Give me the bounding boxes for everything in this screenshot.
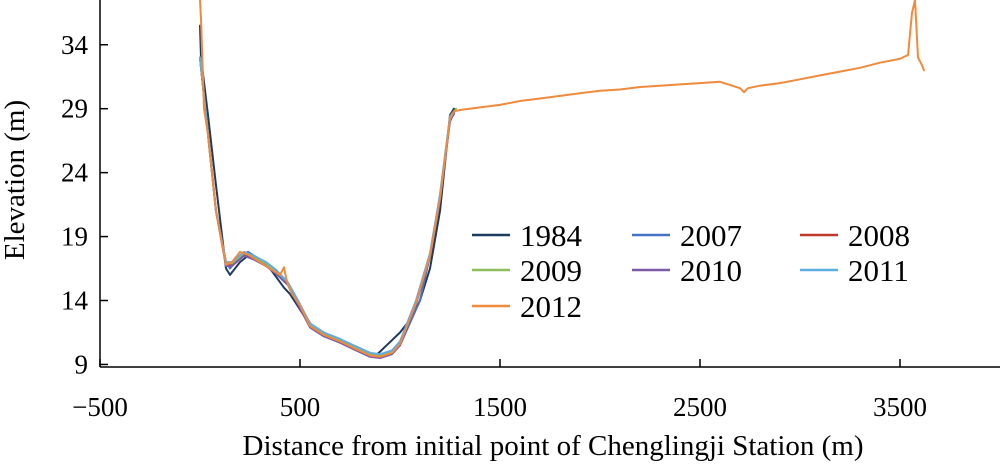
legend-label-2012: 2012 xyxy=(520,289,582,324)
series-line-2012 xyxy=(199,0,925,358)
x-tick-label: 1500 xyxy=(473,392,527,422)
x-tick-label: −500 xyxy=(72,392,128,422)
y-tick-label: 19 xyxy=(61,222,88,252)
x-ticks: −500 500 1500 2500 3500 xyxy=(72,359,927,422)
legend-label-1984: 1984 xyxy=(520,218,583,253)
y-tick-label: 14 xyxy=(61,286,89,316)
x-axis-title: Distance from initial point of Chengling… xyxy=(243,430,864,462)
y-tick-label: 9 xyxy=(75,349,89,379)
legend-label-2007: 2007 xyxy=(680,218,742,253)
x-tick-label: 3500 xyxy=(873,392,927,422)
series-line-2010 xyxy=(199,56,455,359)
y-tick-label: 24 xyxy=(61,158,89,188)
legend: 1984 2007 2008 2009 2010 2011 2012 xyxy=(472,218,910,324)
y-tick-label: 34 xyxy=(61,30,89,60)
series-lines xyxy=(199,0,925,359)
series-line-2007 xyxy=(199,56,455,358)
x-tick-label: 2500 xyxy=(673,392,727,422)
legend-label-2010: 2010 xyxy=(680,253,742,288)
x-tick-label: 500 xyxy=(280,392,321,422)
legend-label-2009: 2009 xyxy=(520,253,582,288)
y-tick-label: 29 xyxy=(61,94,88,124)
legend-label-2008: 2008 xyxy=(848,218,910,253)
plot-frame xyxy=(99,0,1000,368)
legend-label-2011: 2011 xyxy=(848,253,909,288)
y-axis-title: Elevation (m) xyxy=(0,100,31,260)
series-line-2009 xyxy=(199,56,457,357)
y-ticks: 9 14 19 24 29 34 xyxy=(61,30,108,379)
